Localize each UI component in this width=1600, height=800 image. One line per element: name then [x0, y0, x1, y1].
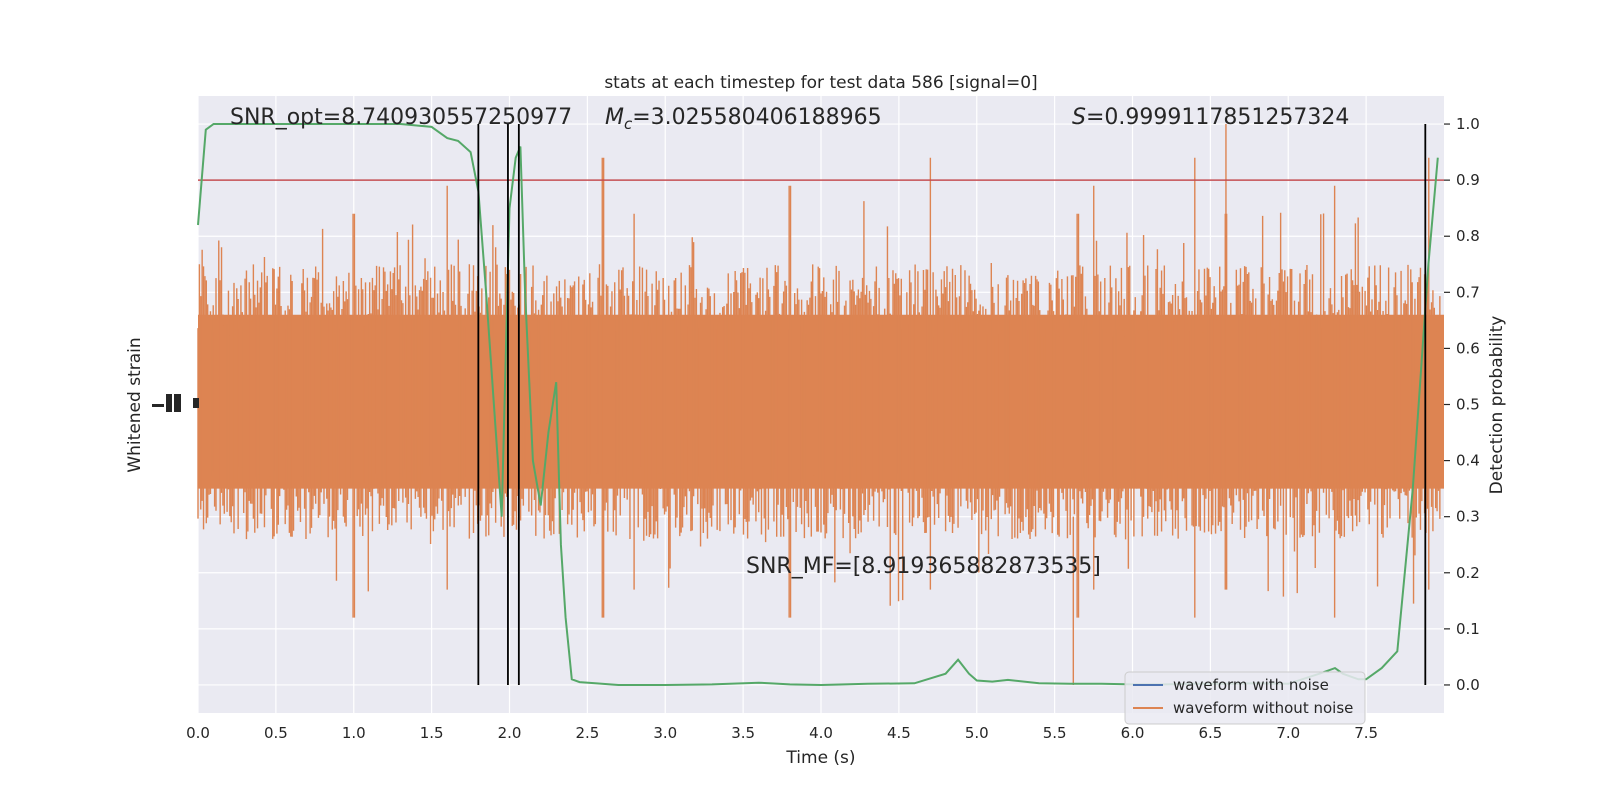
- y-tick-label: 0.2: [1456, 564, 1480, 582]
- y-tick-label: 0.3: [1456, 508, 1480, 526]
- y-tick-label: 0.4: [1456, 452, 1480, 470]
- legend-label-clean: waveform without noise: [1173, 699, 1353, 717]
- x-tick-label: 7.5: [1354, 724, 1378, 742]
- x-tick-label: 4.5: [887, 724, 911, 742]
- x-tick-label: 3.5: [731, 724, 755, 742]
- x-tick-label: 4.0: [809, 724, 833, 742]
- right-y-axis-label: Detection probability: [1487, 316, 1507, 495]
- x-tick-label: 1.5: [420, 724, 444, 742]
- chirp-mass-annotation: Mc=3.025580406188965: [605, 105, 882, 133]
- x-axis-ticks: 0.0 0.5 1.0 1.5 2.0 2.5 3.0 3.5 4.0 4.5 5.0 5.5 6.0 6…: [186, 724, 1378, 742]
- x-tick-label: 0.0: [186, 724, 210, 742]
- x-tick-label: 0.5: [264, 724, 288, 742]
- x-axis-label: Time (s): [785, 748, 855, 768]
- x-tick-label: 3.0: [653, 724, 677, 742]
- x-tick-label: 7.0: [1276, 724, 1300, 742]
- chirp-mass-symbol: M: [605, 105, 624, 130]
- y-tick-label: 0.7: [1456, 283, 1480, 301]
- snr-mf-annotation: SNR_MF=[8.919365882873535]: [746, 554, 1101, 579]
- x-tick-label: 5.0: [965, 724, 989, 742]
- left-y-axis-label: Whitened strain: [125, 337, 145, 472]
- s-annotation: S=0.9999117851257324: [1072, 105, 1349, 130]
- y-tick-label: 0.6: [1456, 339, 1480, 357]
- chirp-mass-value: =3.025580406188965: [632, 105, 881, 130]
- left-axis-ticks: [152, 394, 199, 412]
- x-tick-label: 5.5: [1043, 724, 1067, 742]
- y-right-axis-ticks: 0.0 0.1 0.2 0.3 0.4 0.5 0.6 0.7 0.8 0.9 1.0: [1444, 115, 1480, 694]
- x-tick-label: 2.0: [498, 724, 522, 742]
- x-tick-label: 2.5: [575, 724, 599, 742]
- snr-opt-annotation: SNR_opt=8.740930557250977: [230, 105, 572, 130]
- x-tick-label: 6.5: [1198, 724, 1222, 742]
- y-tick-label: 0.0: [1456, 676, 1480, 694]
- s-symbol: S: [1072, 105, 1086, 130]
- y-tick-label: 0.5: [1456, 396, 1480, 414]
- chart-title: stats at each timestep for test data 586…: [604, 73, 1037, 93]
- y-tick-label: 0.9: [1456, 171, 1480, 189]
- vertical-markers: [477, 124, 1427, 685]
- s-value: =0.9999117851257324: [1086, 105, 1349, 130]
- legend: waveform with noise waveform without noi…: [1124, 671, 1366, 725]
- x-tick-label: 6.0: [1121, 724, 1145, 742]
- y-tick-label: 0.8: [1456, 227, 1480, 245]
- legend-box: [1124, 671, 1366, 725]
- y-tick-label: 1.0: [1456, 115, 1480, 133]
- y-tick-label: 0.1: [1456, 620, 1480, 638]
- chirp-mass-subscript: c: [624, 115, 633, 133]
- x-tick-label: 1.0: [342, 724, 366, 742]
- legend-label-noise: waveform with noise: [1173, 676, 1329, 694]
